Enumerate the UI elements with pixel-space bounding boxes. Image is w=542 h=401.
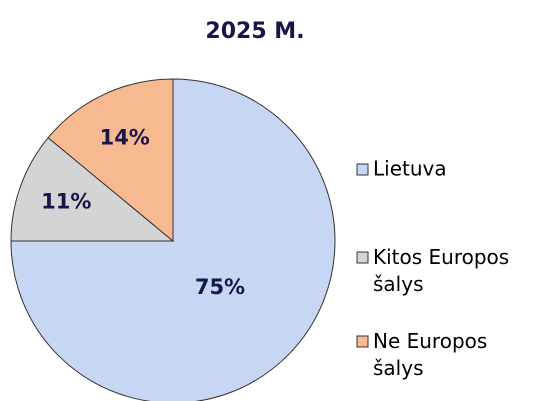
data-label: 14% — [100, 125, 150, 149]
legend-label: Lietuva — [373, 157, 447, 181]
pie-slice — [10, 137, 175, 242]
data-label: 75% — [195, 275, 245, 299]
legend-label: Ne Europos šalys — [373, 329, 494, 380]
legend-swatch — [356, 335, 369, 348]
chart-title: 2025 M. — [205, 19, 304, 44]
legend-swatch — [356, 163, 369, 176]
pie-slice — [47, 78, 174, 243]
legend-label: Kitos Europos šalys — [373, 245, 516, 296]
data-label: 11% — [41, 190, 91, 214]
legend-swatch — [356, 251, 369, 264]
